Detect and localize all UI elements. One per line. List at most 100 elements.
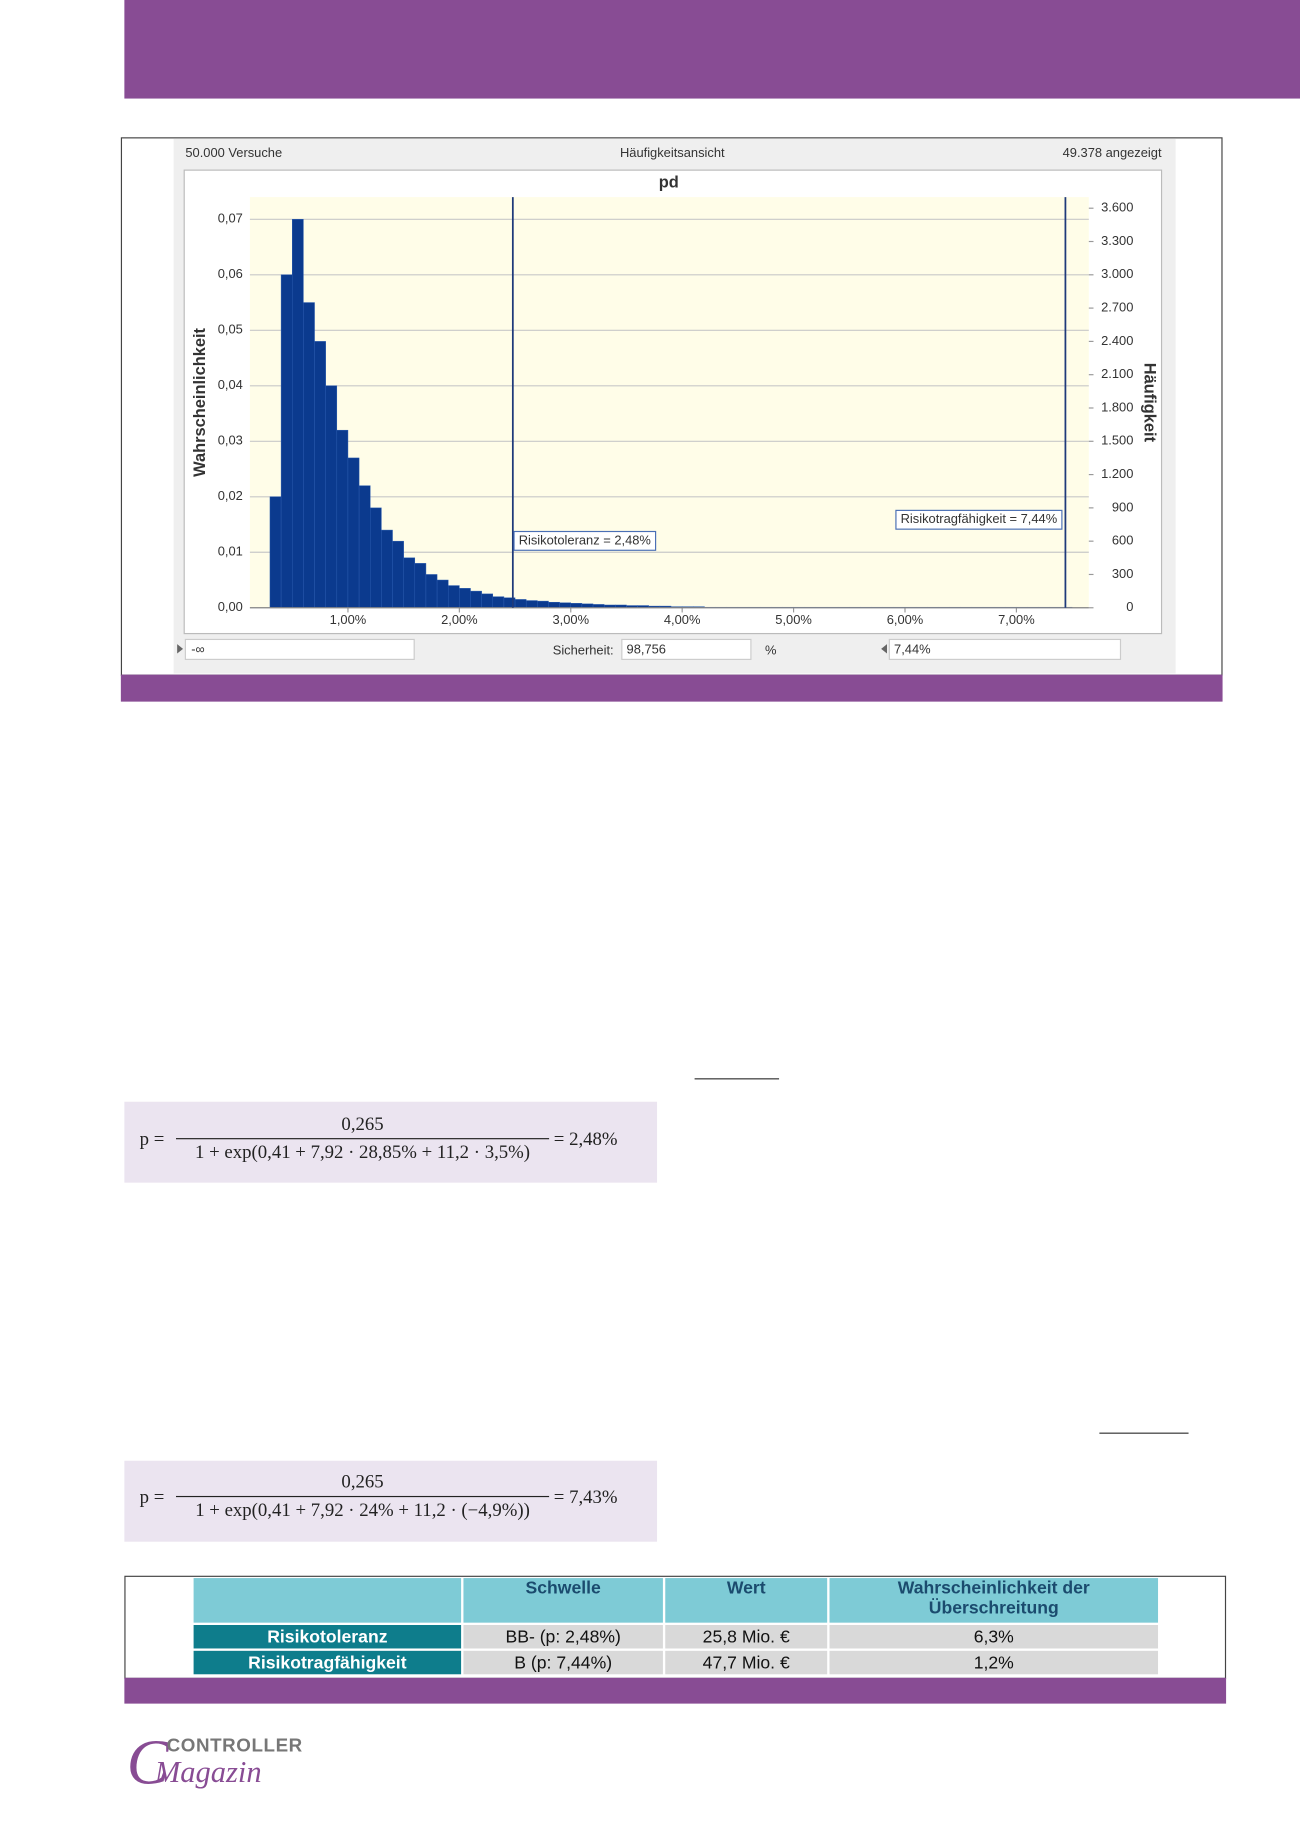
rule xyxy=(1099,1432,1189,1434)
certainty-label: Sicherheit: xyxy=(553,643,614,658)
x-tick-label: 2,00% xyxy=(441,612,478,627)
formula: p = 0,265 1 + exp(0,41 + 7,92 · 28,85% +… xyxy=(124,1101,658,1183)
formula-result: = 2,48% xyxy=(553,1129,618,1150)
y-tick-label: 0,01 xyxy=(218,544,243,559)
x-tick-label: 1,00% xyxy=(330,612,367,627)
annotation-box xyxy=(513,530,657,551)
formula: p = 0,265 1 + exp(0,41 + 7,92 · 24% + 11… xyxy=(124,1460,658,1542)
annotation-label: Risikotoleranz = 2,48% xyxy=(519,532,651,547)
cell: BB- (p: 2,48%) xyxy=(463,1625,663,1649)
cell: 1,2% xyxy=(829,1650,1159,1675)
y2-tick-label: 2.700 xyxy=(1101,300,1133,315)
bar xyxy=(303,302,315,608)
y2-tick-label: 1.200 xyxy=(1101,466,1133,481)
input-box[interactable] xyxy=(621,638,752,660)
arrow xyxy=(177,644,184,654)
annotation-box xyxy=(895,509,1063,530)
numerator: 0,265 xyxy=(341,1114,384,1135)
bar xyxy=(381,529,393,608)
bar xyxy=(559,602,572,608)
bar xyxy=(436,579,449,608)
cell: 47,7 Mio. € xyxy=(665,1650,828,1675)
x-tick-label: 5,00% xyxy=(775,612,812,627)
row-label: Risikotragfähigkeit xyxy=(193,1650,462,1675)
bar xyxy=(425,574,438,608)
bar xyxy=(358,485,371,608)
y2-tick-label: 300 xyxy=(1112,566,1134,581)
table: Schwelle Wert Wahrscheinlichkeit der Übe… xyxy=(191,1576,1160,1677)
denominator: 1 + exp(0,41 + 7,92 · 24% + 11,2 · (−4,9… xyxy=(195,1500,530,1521)
bar xyxy=(492,596,505,608)
certainty-value: 98,756 xyxy=(627,641,666,656)
input-box[interactable] xyxy=(184,638,415,660)
fraction-line xyxy=(175,1138,550,1140)
bar xyxy=(325,385,338,608)
input-box[interactable] xyxy=(888,638,1122,660)
y-tick-label: 0,05 xyxy=(218,322,243,337)
formula-lhs: p = xyxy=(139,1129,165,1150)
y2-tick-label: 0 xyxy=(1126,599,1133,614)
table-bar xyxy=(124,1677,1227,1704)
y2-tick-label: 3.300 xyxy=(1101,233,1133,248)
y2-tick-label: 2.100 xyxy=(1101,366,1133,381)
header-cell: Wahrscheinlichkeit der Überschreitung xyxy=(829,1578,1159,1623)
header-right: 49.378 angezeigt xyxy=(1063,145,1162,160)
header-bar xyxy=(124,0,1300,99)
bar xyxy=(280,274,293,608)
header-cell xyxy=(193,1578,462,1623)
formula-result: = 7,43% xyxy=(553,1487,618,1508)
fraction-line xyxy=(175,1495,550,1498)
bar xyxy=(447,585,460,608)
cell: B (p: 7,44%) xyxy=(463,1650,663,1675)
header-left: 50.000 Versuche xyxy=(185,145,282,160)
rule xyxy=(694,1078,780,1080)
y2-tick-label: 3.600 xyxy=(1101,200,1133,215)
x-tick-label: 3,00% xyxy=(552,612,589,627)
footer-right: 7,44% xyxy=(894,641,931,656)
header-center: Häufigkeitsansicht xyxy=(620,145,725,160)
bar xyxy=(481,593,494,608)
chart-title: pd xyxy=(659,173,679,191)
bar xyxy=(570,603,583,608)
row-label: Risikotoleranz xyxy=(193,1625,462,1649)
cell: 25,8 Mio. € xyxy=(665,1625,828,1649)
x-tick-label: 6,00% xyxy=(887,612,924,627)
footer-left: -∞ xyxy=(191,641,204,656)
y-tick-label: 0,02 xyxy=(218,488,243,503)
bar xyxy=(369,507,382,608)
cell: 6,3% xyxy=(829,1625,1159,1649)
formula-lhs: p = xyxy=(139,1487,165,1508)
figure-bar xyxy=(120,674,1223,702)
y2-axis-label: Häufigkeit xyxy=(1140,363,1158,443)
y2-tick-label: 900 xyxy=(1112,499,1134,514)
y-axis-label: Wahrscheinlichkeit xyxy=(191,327,209,476)
bar xyxy=(525,600,538,608)
bar xyxy=(292,219,304,608)
logo-word: CONTROLLER xyxy=(166,1736,303,1757)
y2-tick-label: 1.500 xyxy=(1101,433,1133,448)
y-tick-label: 0,06 xyxy=(218,266,243,281)
y2-tick-label: 2.400 xyxy=(1101,333,1133,348)
bar xyxy=(314,341,326,608)
certainty-unit: % xyxy=(765,643,776,658)
denominator: 1 + exp(0,41 + 7,92 · 28,85% + 11,2 · 3,… xyxy=(195,1142,531,1163)
x-tick-label: 7,00% xyxy=(998,612,1035,627)
bar xyxy=(459,588,471,608)
logo-mark: C xyxy=(126,1727,169,1798)
bar xyxy=(336,429,349,608)
bar xyxy=(414,563,427,608)
logo-script: Magazin xyxy=(154,1755,262,1790)
y2-tick-label: 1.800 xyxy=(1101,399,1133,414)
bar xyxy=(537,600,549,608)
y-tick-label: 0,07 xyxy=(218,211,243,226)
bar xyxy=(392,540,404,608)
chart: 50.000 Versuche Häufigkeitsansicht 49.37… xyxy=(173,138,1176,674)
annotation-label: Risikotragfähigkeit = 7,44% xyxy=(901,511,1058,526)
numerator: 0,265 xyxy=(341,1472,384,1493)
bar xyxy=(470,590,482,608)
header-cell: Wert xyxy=(665,1578,828,1623)
y2-tick-label: 3.000 xyxy=(1101,266,1133,281)
header-cell: Schwelle xyxy=(463,1578,663,1623)
